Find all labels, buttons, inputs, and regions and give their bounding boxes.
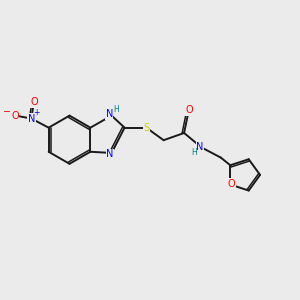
Text: S: S xyxy=(143,123,149,133)
Text: O: O xyxy=(186,105,194,115)
Text: N: N xyxy=(106,149,114,159)
Text: +: + xyxy=(33,107,40,116)
Text: N: N xyxy=(28,113,35,124)
Text: N: N xyxy=(196,142,204,152)
Text: −: − xyxy=(3,107,11,117)
Text: O: O xyxy=(11,111,19,121)
Text: H: H xyxy=(113,105,119,114)
Text: O: O xyxy=(228,179,235,189)
Text: N: N xyxy=(106,109,113,119)
Text: O: O xyxy=(31,97,38,107)
Text: H: H xyxy=(191,148,197,157)
